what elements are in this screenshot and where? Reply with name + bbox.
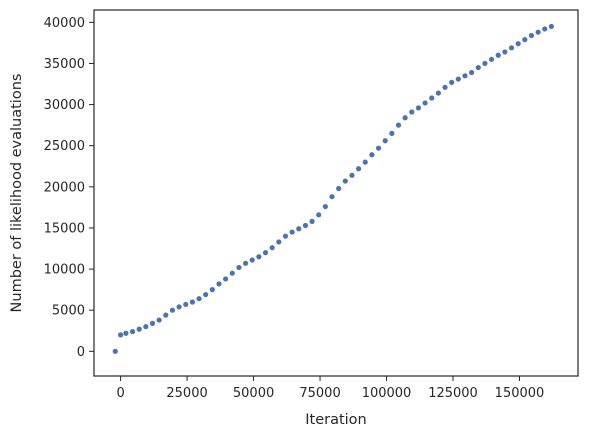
x-tick-label: 150000 — [495, 386, 545, 401]
y-tick-label: 35000 — [44, 57, 85, 72]
data-point — [495, 52, 501, 58]
data-point — [117, 332, 124, 338]
data-point — [369, 152, 375, 158]
y-tick-label: 15000 — [44, 221, 85, 236]
data-point — [169, 307, 176, 313]
data-point — [462, 73, 468, 79]
data-point — [163, 312, 169, 318]
data-point — [395, 122, 402, 128]
data-point — [156, 317, 162, 323]
data-point — [422, 100, 428, 106]
data-point — [522, 37, 528, 43]
x-tick-label: 125000 — [428, 386, 478, 401]
data-point — [183, 301, 189, 308]
data-point — [449, 79, 455, 85]
data-point — [242, 260, 249, 266]
data-point — [389, 130, 395, 136]
data-point — [223, 276, 229, 282]
y-tick-label: 0 — [77, 345, 85, 360]
data-point — [256, 254, 262, 260]
data-point — [336, 185, 342, 192]
data-point — [236, 264, 242, 271]
data-point — [112, 348, 118, 354]
data-point — [548, 23, 555, 30]
data-points — [112, 23, 555, 354]
data-point — [515, 41, 521, 47]
data-point — [382, 138, 388, 144]
data-point — [282, 233, 289, 239]
y-axis-label: Number of likelihood evaluations — [9, 74, 25, 313]
data-point — [356, 166, 362, 172]
data-point — [442, 84, 448, 90]
data-point — [402, 115, 408, 121]
plot-frame — [93, 9, 579, 377]
data-point — [469, 69, 475, 76]
data-point — [535, 29, 541, 35]
data-point — [316, 212, 322, 218]
x-axis: 0 25000 50000 75000 100000 125000 150000 — [116, 376, 544, 401]
data-point — [488, 56, 495, 62]
data-point — [302, 222, 309, 229]
x-tick-label: 100000 — [362, 386, 412, 401]
data-point — [136, 326, 142, 332]
data-point — [508, 45, 515, 51]
y-axis: 0 5000 10000 15000 20000 25000 30000 35000 40000 — [44, 16, 94, 360]
y-tick-label: 25000 — [44, 139, 85, 154]
data-point — [229, 270, 235, 276]
data-point — [196, 296, 202, 302]
data-point — [322, 203, 328, 210]
y-tick-label: 20000 — [44, 180, 85, 195]
data-point — [143, 324, 149, 330]
x-axis-label: Iteration — [305, 412, 367, 428]
data-point — [415, 105, 422, 111]
y-tick-label: 10000 — [44, 263, 85, 278]
data-point — [262, 250, 269, 256]
data-point — [296, 226, 302, 232]
data-point — [276, 239, 282, 245]
data-point — [309, 218, 315, 224]
x-tick-label: 75000 — [299, 386, 340, 401]
data-point — [429, 95, 435, 101]
y-tick-label: 30000 — [44, 98, 85, 113]
data-point — [149, 320, 156, 326]
data-point — [475, 64, 481, 71]
x-tick-label: 25000 — [166, 386, 207, 401]
data-point — [455, 76, 461, 82]
data-point — [482, 60, 488, 67]
data-point — [269, 245, 275, 251]
data-point — [542, 26, 548, 32]
data-point — [528, 32, 535, 39]
data-point — [502, 49, 508, 55]
data-point — [289, 229, 295, 235]
data-point — [189, 299, 195, 305]
data-point — [123, 330, 129, 336]
data-point — [342, 178, 348, 184]
data-point — [209, 287, 215, 293]
x-tick-label: 50000 — [233, 386, 274, 401]
data-point — [409, 109, 415, 115]
x-tick-label: 0 — [116, 386, 124, 401]
data-point — [129, 328, 136, 335]
data-point — [349, 172, 355, 178]
y-tick-label: 40000 — [44, 16, 85, 31]
data-point — [216, 281, 222, 287]
data-point — [203, 291, 209, 298]
data-point — [176, 304, 182, 310]
data-point — [375, 145, 382, 151]
data-point — [249, 257, 255, 263]
data-point — [329, 194, 335, 200]
data-point — [435, 90, 441, 96]
y-tick-label: 5000 — [52, 304, 85, 319]
data-point — [362, 159, 368, 165]
